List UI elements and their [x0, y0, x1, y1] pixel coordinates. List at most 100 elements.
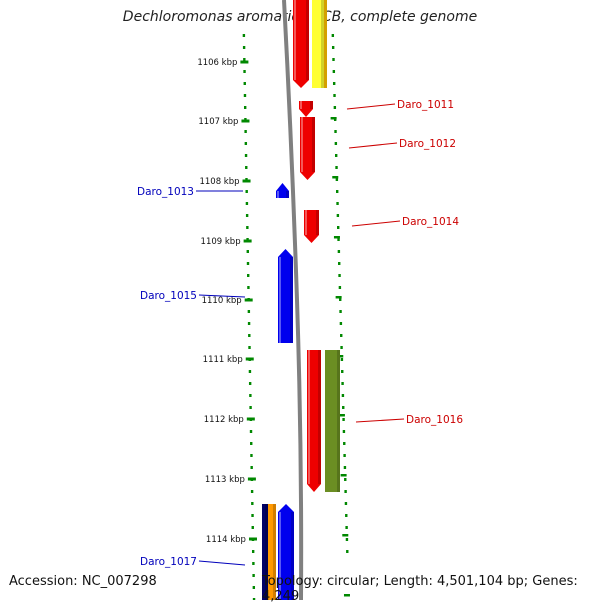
- gene-arrow-daro-1012-body: [300, 117, 315, 180]
- ruler-dot-left: [251, 526, 254, 529]
- gene-label: Daro_1014: [402, 216, 459, 228]
- scale-tick-label: 1106 kbp: [197, 58, 237, 68]
- scale-tick-mark: [248, 537, 257, 541]
- ruler-dot-left: [243, 94, 247, 97]
- ruler-dot-left: [242, 46, 246, 49]
- scale-tick-mark-right: [337, 355, 344, 358]
- gene-arrow-top-body: [293, 0, 309, 88]
- ruler-dot-right: [344, 490, 347, 493]
- scale-tick-label: 1112 kbp: [204, 415, 244, 425]
- ruler-dot-right: [340, 346, 343, 349]
- ruler-dot-right: [343, 442, 346, 445]
- ruler-dot-left: [245, 202, 249, 205]
- ruler-dot-left: [250, 466, 253, 469]
- scale-tick-label: 1109 kbp: [201, 237, 241, 247]
- ruler-dot-right: [338, 274, 341, 277]
- gene-arrow-daro-1011-body: [299, 101, 313, 117]
- gene-leader-line: [355, 418, 405, 423]
- scale-tick-mark-right: [330, 117, 337, 120]
- gene-arrow-daro-1013-shade: [286, 191, 289, 198]
- gene-label: Daro_1015: [140, 290, 197, 302]
- ruler-dot-right: [334, 154, 338, 157]
- ruler-dot-right: [337, 226, 340, 229]
- ruler-dot-right: [345, 538, 349, 541]
- scale-tick-label: 1113 kbp: [205, 475, 245, 485]
- ruler-dot-right: [335, 166, 338, 169]
- ruler-dot-right: [344, 502, 348, 505]
- scale-tick-mark: [243, 239, 252, 243]
- scale-tick-mark: [242, 179, 251, 183]
- gene-label: Daro_1012: [399, 138, 456, 150]
- ruler-dot-right: [336, 202, 339, 205]
- ruler-dot-right: [342, 418, 345, 421]
- feature-orange-shade: [273, 504, 276, 600]
- gene-arrow-top: [293, 0, 309, 88]
- gene-arrow-daro-1015-shade: [290, 257, 293, 343]
- scale-tick-label: 1108 kbp: [199, 177, 239, 187]
- scale-tick-mark-right: [333, 236, 340, 239]
- ruler-dot-left: [250, 442, 253, 445]
- gene-leader-line: [198, 294, 246, 298]
- ruler-dot-left: [252, 574, 255, 577]
- ruler-dot-right: [341, 394, 345, 397]
- gene-arrow-daro-1016-highlight: [308, 350, 310, 484]
- ruler-dot-right: [337, 238, 340, 241]
- gene-arrow-daro-1015-highlight: [279, 257, 281, 343]
- ruler-dot-left: [242, 34, 246, 37]
- gene-arrow-daro-1015: [278, 249, 293, 343]
- ruler-dot-left: [243, 70, 246, 73]
- ruler-dot-right: [339, 310, 342, 313]
- backbone-line: [282, 0, 304, 600]
- feature-olive-body: [325, 350, 340, 492]
- gene-arrow-daro-1011: [299, 101, 313, 117]
- ruler-dot-left: [245, 190, 248, 193]
- gene-label: Daro_1016: [406, 414, 463, 426]
- gene-arrow-daro-1013-highlight: [277, 191, 279, 198]
- ruler-dot-right: [340, 358, 344, 361]
- ruler-dot-left: [245, 166, 248, 169]
- ruler-dot-right: [333, 94, 336, 97]
- ruler-dot-left: [248, 370, 252, 373]
- ruler-dot-right: [332, 58, 335, 61]
- gene-arrow-daro-1014-shade: [316, 210, 319, 235]
- gene-arrow-daro-1012: [300, 117, 315, 180]
- ruler-dot-left: [243, 106, 247, 109]
- gene-arrow-daro-1013: [276, 183, 289, 198]
- ruler-dot-right: [344, 478, 347, 481]
- ruler-dot-left: [252, 598, 256, 600]
- ruler-dot-right: [336, 214, 340, 217]
- ruler-dot-right: [340, 334, 343, 337]
- gene-arrow-daro-1014-highlight: [305, 210, 307, 235]
- ruler-dot-right: [342, 406, 345, 409]
- gene-arrow-daro-1016-body: [307, 350, 321, 492]
- ruler-dot-right: [341, 382, 344, 385]
- ruler-dot-right: [343, 466, 347, 469]
- ruler-dot-right: [336, 190, 339, 193]
- feature-navy-body: [262, 504, 268, 600]
- scale-tick-mark-right: [342, 534, 349, 537]
- feature-yellow: [312, 0, 324, 88]
- scale-tick-label: 1107 kbp: [198, 117, 238, 127]
- ruler-dot-right: [332, 70, 336, 73]
- feature-orange: [268, 504, 276, 600]
- ruler-dot-right: [338, 286, 342, 289]
- ruler-dot-left: [244, 154, 248, 157]
- ruler-dot-right: [338, 262, 341, 265]
- scale-tick-label: 1110 kbp: [202, 296, 242, 306]
- feature-navy-shade: [265, 504, 268, 600]
- ruler-dot-left: [248, 334, 251, 337]
- ruler-dot-left: [249, 406, 252, 409]
- scale-tick-mark-right: [335, 296, 342, 299]
- ruler-dot-left: [247, 322, 251, 325]
- gene-arrow-daro-1017-body: [278, 504, 294, 600]
- ruler-dot-left: [247, 310, 251, 313]
- feature-yellow-body: [312, 0, 324, 88]
- gene-arrow-daro-1016-shade: [318, 350, 321, 484]
- ruler-dot-left: [250, 490, 254, 493]
- gene-arrow-daro-1015-body: [278, 249, 293, 343]
- gene-label: Daro_1017: [140, 556, 197, 568]
- ruler-dot-left: [244, 142, 248, 145]
- ruler-dot-left: [243, 82, 246, 85]
- gene-arrow-daro-1017-shade: [291, 512, 294, 600]
- feature-olive: [325, 350, 340, 492]
